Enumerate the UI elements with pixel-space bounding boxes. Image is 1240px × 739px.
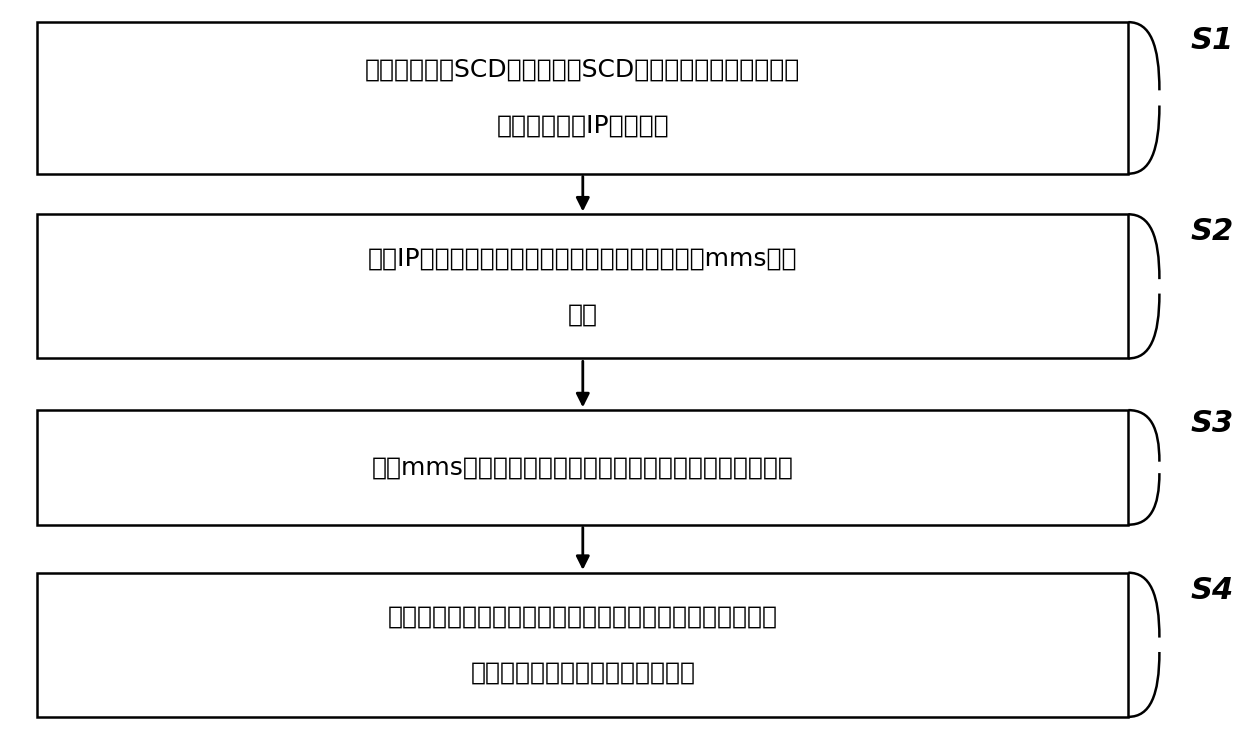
Text: 比较，得到继电保护定值巡检结果: 比较，得到继电保护定值巡检结果 xyxy=(470,661,696,685)
Text: S1: S1 xyxy=(1190,26,1234,55)
Text: 通过mms通信服务调取全站间隔层装置的保护定值信息列表: 通过mms通信服务调取全站间隔层装置的保护定值信息列表 xyxy=(372,455,794,480)
Text: S3: S3 xyxy=(1190,409,1234,438)
Text: S2: S2 xyxy=(1190,217,1234,246)
Text: S4: S4 xyxy=(1190,576,1234,605)
Text: 按照IP地址列表，依次与全站内的间隔层装置建立mms通信: 按照IP地址列表，依次与全站内的间隔层装置建立mms通信 xyxy=(368,246,797,270)
Text: 服务: 服务 xyxy=(568,302,598,327)
Bar xyxy=(37,22,1128,174)
Bar xyxy=(37,410,1128,525)
Bar xyxy=(37,573,1128,717)
Text: 将调取的保护定值信息与用户输入的保护定值信息列表进行: 将调取的保护定值信息与用户输入的保护定值信息列表进行 xyxy=(388,605,777,629)
Text: 间隔层装置的IP地址列表: 间隔层装置的IP地址列表 xyxy=(496,114,670,138)
Text: 获取变电站的SCD文件，并对SCD文件进行解析，得到全站: 获取变电站的SCD文件，并对SCD文件进行解析，得到全站 xyxy=(365,58,801,82)
Bar xyxy=(37,214,1128,358)
